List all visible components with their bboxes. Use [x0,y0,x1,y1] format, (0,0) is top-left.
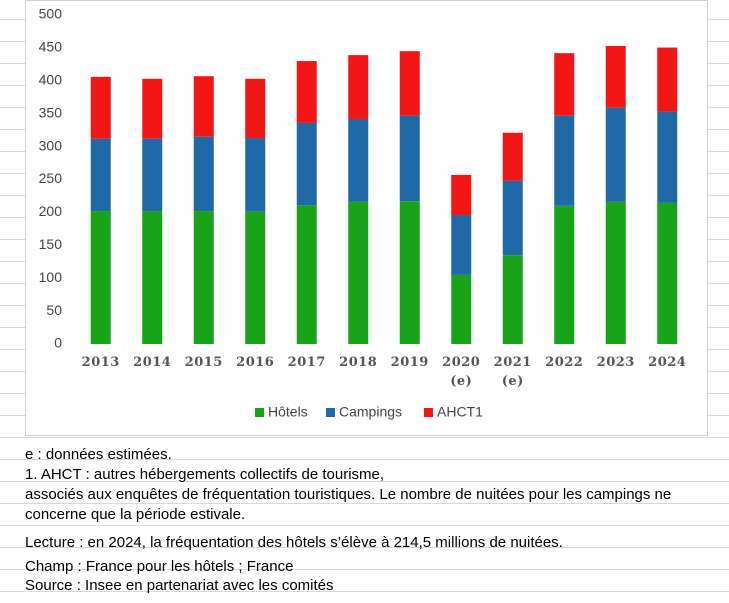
bar-segment [502,255,523,344]
bar-segment [451,215,472,275]
bar-segment [142,78,163,139]
y-tick-label: 50 [46,302,62,318]
bar-segment [399,201,420,344]
bar-segment [193,211,214,344]
bar-segment [193,136,214,212]
x-tick-label: 2019 [390,355,429,370]
legend-swatch [255,408,264,417]
y-tick-label: 150 [39,236,63,252]
bar-segment [554,115,575,206]
bar-segment [451,174,472,216]
y-tick-label: 100 [39,269,63,285]
bar-segment [193,76,214,137]
x-tick-label: 2022 [545,355,584,370]
legend-swatch [326,408,335,417]
bar-segment [90,138,111,212]
bar-segment [554,53,575,116]
x-tick-label: 2017 [287,355,326,370]
bar-segment [502,180,523,256]
bar-segment [605,45,626,108]
note: Lecture : en 2024, la fréquentation des … [25,534,563,551]
y-tick-label: 450 [39,39,63,55]
bar-segment [90,76,111,139]
note: Champ : France pour les hôtels ; France [25,558,294,575]
y-tick-label: 0 [54,335,62,351]
bar-segment [399,115,420,202]
bar-segment [605,107,626,202]
note: associés aux enquêtes de fréquentation t… [25,486,672,523]
note: 1. AHCT : autres hébergements collectifs… [25,466,385,483]
bar-segment [142,138,163,212]
x-tick-label: 2021 (e) [493,355,532,389]
x-tick-label: 2020 (e) [442,355,481,389]
bar-segment [296,61,317,123]
bar-segment [605,201,626,344]
x-tick-label: 2015 [184,355,223,370]
bar-segment [245,211,266,344]
y-tick-label: 500 [39,6,63,22]
x-tick-label: 2014 [133,355,172,370]
bar-segment [296,205,317,344]
bar-segment [657,202,678,344]
legend-label: AHCT1 [437,404,483,420]
y-tick-label: 350 [39,104,63,120]
bar-segment [348,201,369,344]
bar-segment [90,211,111,344]
bar-segment [348,55,369,119]
y-tick-label: 300 [39,137,63,153]
bar-segment [245,138,266,212]
x-tick-label: 2023 [596,355,635,370]
note: Source : Insee en partenariat avec les c… [25,577,334,594]
note: e : données estimées. [25,446,172,463]
y-tick-label: 250 [39,170,63,186]
x-tick-label: 2016 [236,355,275,370]
legend-swatch [424,408,433,417]
y-tick-label: 200 [39,203,63,219]
x-tick-label: 2018 [339,355,378,370]
bar-segment [245,78,266,139]
y-tick-label: 400 [39,72,63,88]
x-tick-label: 2024 [648,355,687,370]
bar-segment [554,205,575,344]
bar-segment [142,211,163,344]
bar-segment [296,122,317,206]
bar-segment [657,111,678,203]
bar-segment [502,132,523,181]
bar-segment [451,274,472,344]
bar-segment [348,118,369,202]
bar-segment [657,47,678,112]
legend-label: Hôtels [268,404,308,420]
bar-segment [399,51,420,116]
chart: 0 50 100 150 200 250 300 350 400 450 500 Hôtels Camp… [39,6,678,420]
x-tick-label: 2013 [81,355,120,370]
legend-label: Campings [339,404,402,420]
